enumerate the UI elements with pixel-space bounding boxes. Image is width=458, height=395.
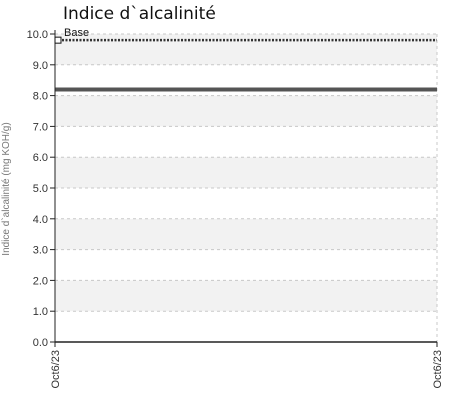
plot-band [55,157,437,188]
plot-band [55,280,437,312]
tick-labels: 0.0 1.0 2.0 3.0 4.0 5.0 6.0 7.0 8.0 9.0 10.0 Oct6/2… [27,29,444,389]
y-tick-label: 4.0 [33,214,48,226]
legend-label-base: Base [64,27,89,39]
y-tick-label: 6.0 [33,152,48,164]
axes [50,30,438,347]
legend: Base [54,27,89,44]
y-tick-label: 1.0 [33,306,48,318]
x-tick-label: Oct6/23 [50,350,62,389]
y-tick-label: 7.0 [33,121,48,133]
plot-band [55,34,437,65]
data-series [55,38,437,92]
plot-band [55,311,437,342]
y-tick-label: 9.0 [33,60,48,72]
legend-marker-base [54,36,62,44]
y-tick-label: 8.0 [33,91,48,103]
plot-band [55,95,437,127]
plot-band [55,188,437,219]
y-tick-label: 10.0 [27,29,48,41]
x-tick-label: Oct6/23 [432,350,444,389]
y-tick-label: 2.0 [33,275,48,287]
chart-title: Indice d`alcalinité [63,4,216,24]
plot-background [55,34,437,342]
plot-band [55,249,437,281]
plot-band [55,126,437,158]
y-axis-label: Indice d`alcalinité (mg KOH/g) [0,122,12,255]
y-tick-label: 5.0 [33,183,48,195]
y-tick-label: 0.0 [33,337,48,349]
y-tick-label: 3.0 [33,245,48,257]
plot-band [55,218,437,250]
